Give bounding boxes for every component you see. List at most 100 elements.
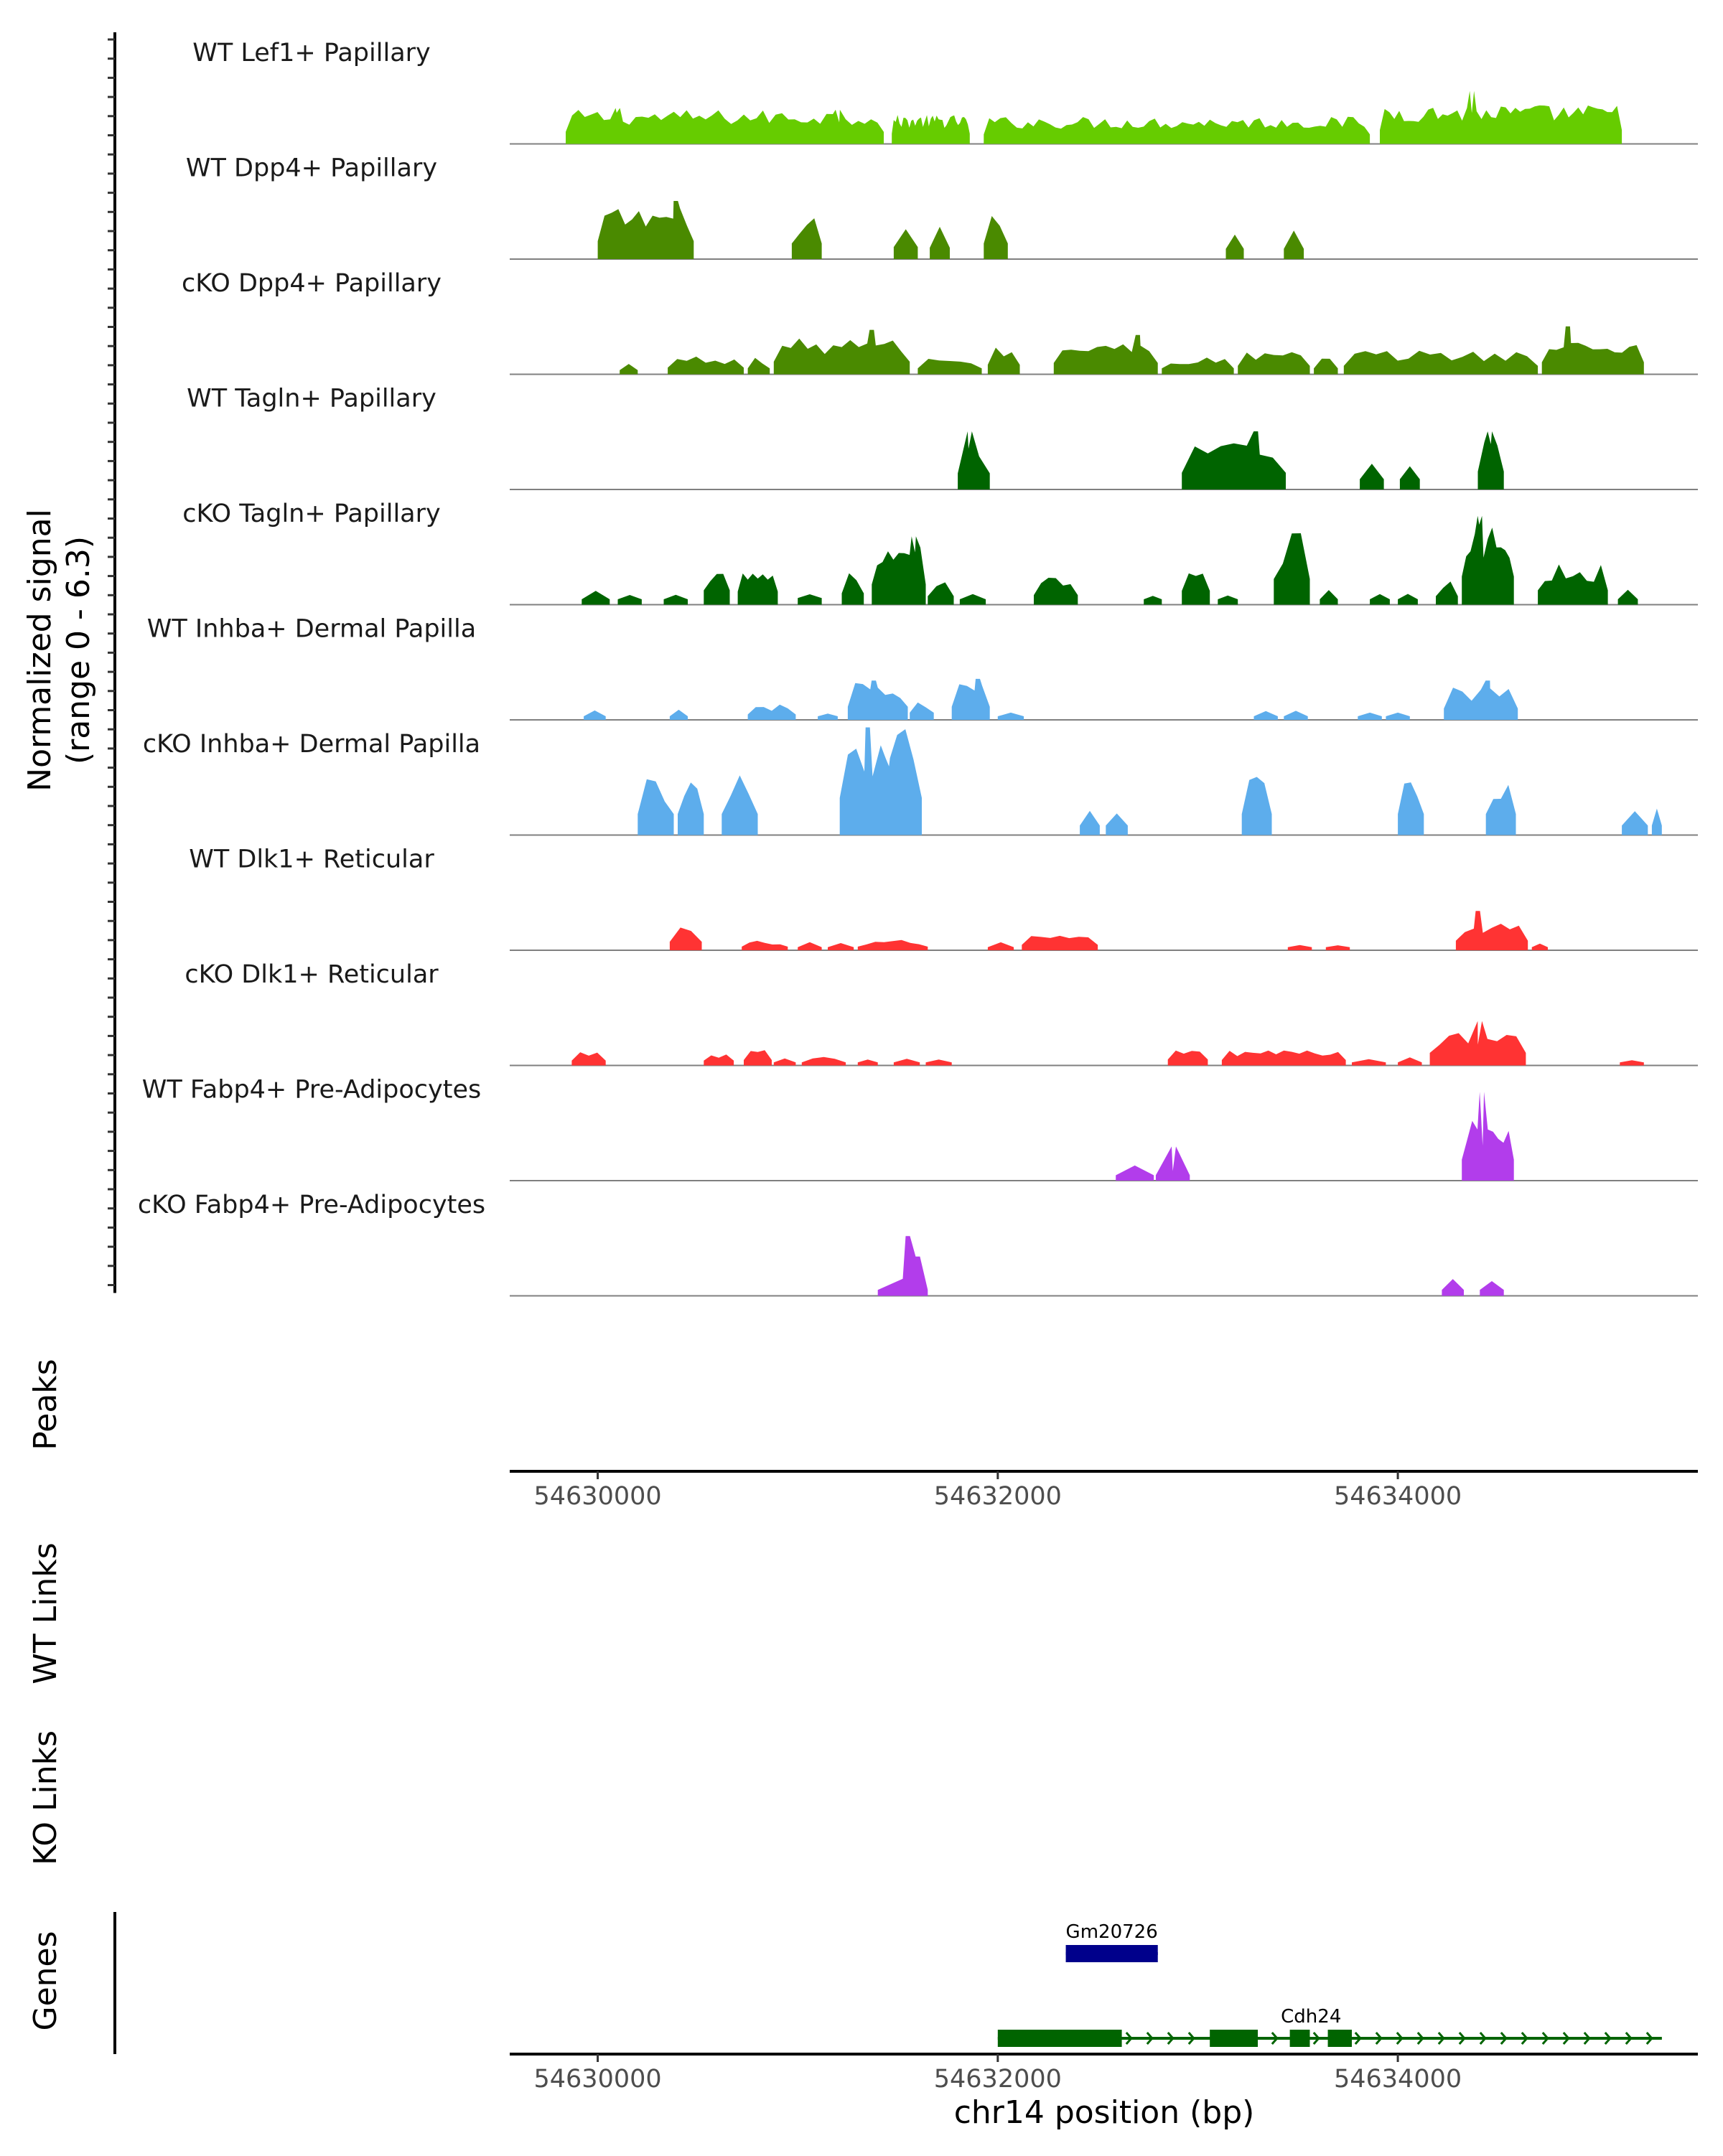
peaks-track-label: Peaks bbox=[27, 1359, 64, 1450]
track-label: WT Dpp4+ Papillary bbox=[186, 154, 437, 182]
signal-area bbox=[747, 357, 770, 375]
track-8: cKO Dlk1+ Reticular bbox=[185, 960, 1698, 1067]
signal-area bbox=[1022, 935, 1098, 950]
signal-area bbox=[1343, 350, 1538, 375]
signal-area bbox=[1167, 1050, 1208, 1066]
track-0: WT Lef1+ Papillary bbox=[192, 39, 1698, 145]
strand-arrow bbox=[1625, 2032, 1633, 2045]
signal-area bbox=[1480, 1281, 1504, 1296]
signal-area bbox=[663, 594, 688, 605]
signal-area bbox=[1620, 1060, 1644, 1066]
signal-area bbox=[847, 680, 908, 720]
signal-area bbox=[841, 573, 864, 605]
strand-arrow bbox=[1458, 2032, 1466, 2045]
strand-arrow bbox=[1437, 2032, 1445, 2045]
signal-area bbox=[747, 704, 796, 720]
track-2: cKO Dpp4+ Papillary bbox=[182, 269, 1698, 375]
signal-area bbox=[1352, 1059, 1386, 1066]
signal-area bbox=[1238, 352, 1310, 375]
signal-area bbox=[1034, 578, 1078, 605]
signal-area bbox=[773, 329, 910, 375]
x-axis-genes-tick-label: 54634000 bbox=[1334, 2065, 1462, 2094]
exon bbox=[1327, 2030, 1352, 2047]
signal-area bbox=[1274, 533, 1310, 605]
signal-area bbox=[1116, 1165, 1154, 1181]
track-3: WT Tagln+ Papillary bbox=[187, 384, 1698, 490]
signal-area bbox=[872, 536, 926, 605]
signal-area bbox=[744, 1050, 772, 1066]
signal-area bbox=[1182, 431, 1286, 489]
signal-area bbox=[1253, 711, 1278, 720]
signal-area bbox=[1429, 1021, 1526, 1066]
signal-area bbox=[1155, 1146, 1190, 1181]
signal-y-axis bbox=[108, 32, 116, 1293]
signal-area bbox=[857, 939, 928, 950]
signal-area bbox=[722, 775, 758, 835]
track-1: WT Dpp4+ Papillary bbox=[186, 154, 1698, 260]
signal-area bbox=[987, 347, 1020, 375]
signal-area bbox=[893, 1059, 920, 1066]
track-label: WT Lef1+ Papillary bbox=[192, 39, 431, 67]
signal-area bbox=[958, 431, 990, 489]
signal-area bbox=[678, 782, 704, 835]
gene-label: Cdh24 bbox=[1281, 2006, 1341, 2028]
gene-gm20726: Gm20726 bbox=[1066, 1921, 1158, 1962]
signal-area bbox=[582, 591, 610, 605]
signal-area bbox=[1053, 334, 1158, 375]
signal-area bbox=[1358, 712, 1382, 720]
signal-area bbox=[597, 201, 694, 259]
strand-arrow bbox=[1583, 2032, 1591, 2045]
signal-area bbox=[1162, 357, 1234, 375]
signal-area bbox=[1370, 594, 1390, 605]
signal-area bbox=[1622, 811, 1648, 835]
strand-arrow bbox=[1541, 2032, 1549, 2045]
strand-arrow bbox=[1479, 2032, 1487, 2045]
signal-area bbox=[1218, 595, 1238, 605]
signal-area bbox=[877, 1236, 928, 1296]
y-axis-range-label: (range 0 - 6.3) bbox=[60, 536, 97, 764]
track-5: WT Inhba+ Dermal Papilla bbox=[147, 614, 1698, 721]
signal-area bbox=[1538, 564, 1608, 605]
signal-area bbox=[1386, 712, 1410, 720]
track-label: WT Fabp4+ Pre-Adipocytes bbox=[142, 1075, 481, 1104]
track-10: cKO Fabp4+ Pre-Adipocytes bbox=[138, 1191, 1698, 1297]
signal-area bbox=[1314, 358, 1338, 375]
signal-area bbox=[1398, 594, 1418, 605]
gene-label: Gm20726 bbox=[1066, 1921, 1158, 1943]
strand-arrow bbox=[1396, 2032, 1404, 2045]
signal-area bbox=[1325, 945, 1350, 950]
signal-area bbox=[1320, 590, 1338, 605]
signal-area bbox=[1284, 230, 1304, 259]
signal-area bbox=[1442, 1279, 1464, 1296]
strand-arrow bbox=[1645, 2032, 1653, 2045]
signal-area bbox=[893, 229, 918, 259]
signal-area bbox=[1106, 813, 1128, 835]
x-axis-peaks: 54630000 54632000 54634000 bbox=[510, 1470, 1698, 1511]
signal-area bbox=[742, 940, 788, 950]
signal-area bbox=[1651, 808, 1662, 835]
track-label: cKO Dpp4+ Papillary bbox=[182, 269, 442, 298]
signal-area bbox=[566, 108, 884, 144]
signal-area bbox=[1462, 515, 1514, 605]
signal-area bbox=[1462, 1092, 1514, 1181]
track-label: cKO Tagln+ Papillary bbox=[182, 500, 441, 528]
x-axis-genes-tick-label: 54630000 bbox=[534, 2065, 662, 2094]
signal-area bbox=[930, 227, 950, 259]
signal-area bbox=[1398, 782, 1424, 835]
signal-area bbox=[704, 573, 730, 605]
signal-area bbox=[925, 1059, 952, 1066]
track-4: cKO Tagln+ Papillary bbox=[182, 500, 1698, 606]
signal-area bbox=[801, 1056, 846, 1066]
signal-area bbox=[620, 364, 638, 375]
signal-area bbox=[984, 116, 1371, 144]
genes-track-label: Genes bbox=[27, 1931, 64, 2030]
track-label: cKO Inhba+ Dermal Papilla bbox=[143, 730, 480, 759]
signal-area bbox=[1241, 777, 1272, 835]
strand-arrow bbox=[1312, 2032, 1320, 2045]
signal-area bbox=[669, 709, 688, 720]
signal-area bbox=[1380, 90, 1622, 144]
signal-area bbox=[1225, 234, 1244, 259]
signal-area bbox=[1531, 943, 1548, 950]
